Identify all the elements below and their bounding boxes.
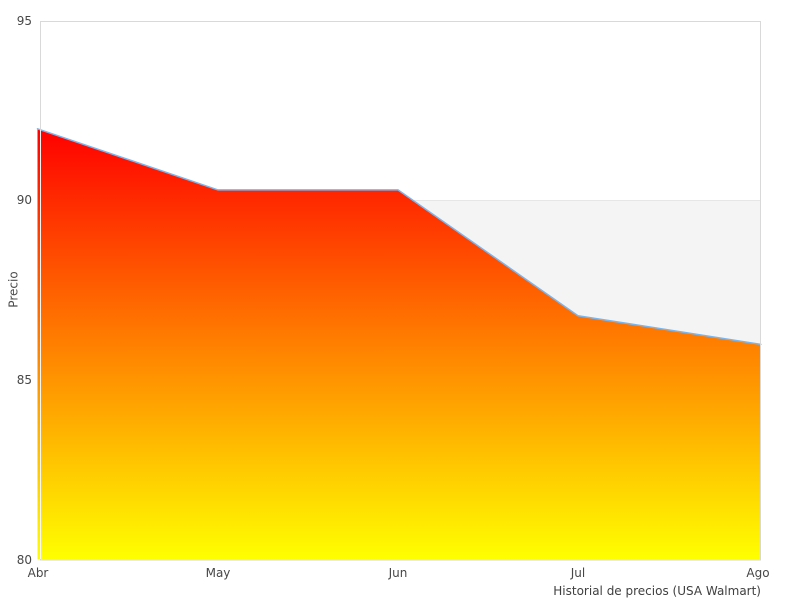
x-tick-jul: Jul xyxy=(570,566,586,580)
y-tick-90: 90 xyxy=(16,193,32,207)
y-axis-title: Precio xyxy=(6,271,21,308)
x-tick-jun: Jun xyxy=(388,566,408,580)
y-tick-85: 85 xyxy=(16,373,32,387)
x-tick-abr: Abr xyxy=(27,566,49,580)
price-line-series xyxy=(36,128,762,346)
x-tick-may: May xyxy=(205,566,231,580)
x-tick-ago: Ago xyxy=(746,566,770,580)
y-tick-95: 95 xyxy=(16,14,32,28)
y-tick-80: 80 xyxy=(16,553,32,567)
price-area-series xyxy=(37,128,761,560)
chart-caption: Historial de precios (USA Walmart) xyxy=(553,584,761,598)
